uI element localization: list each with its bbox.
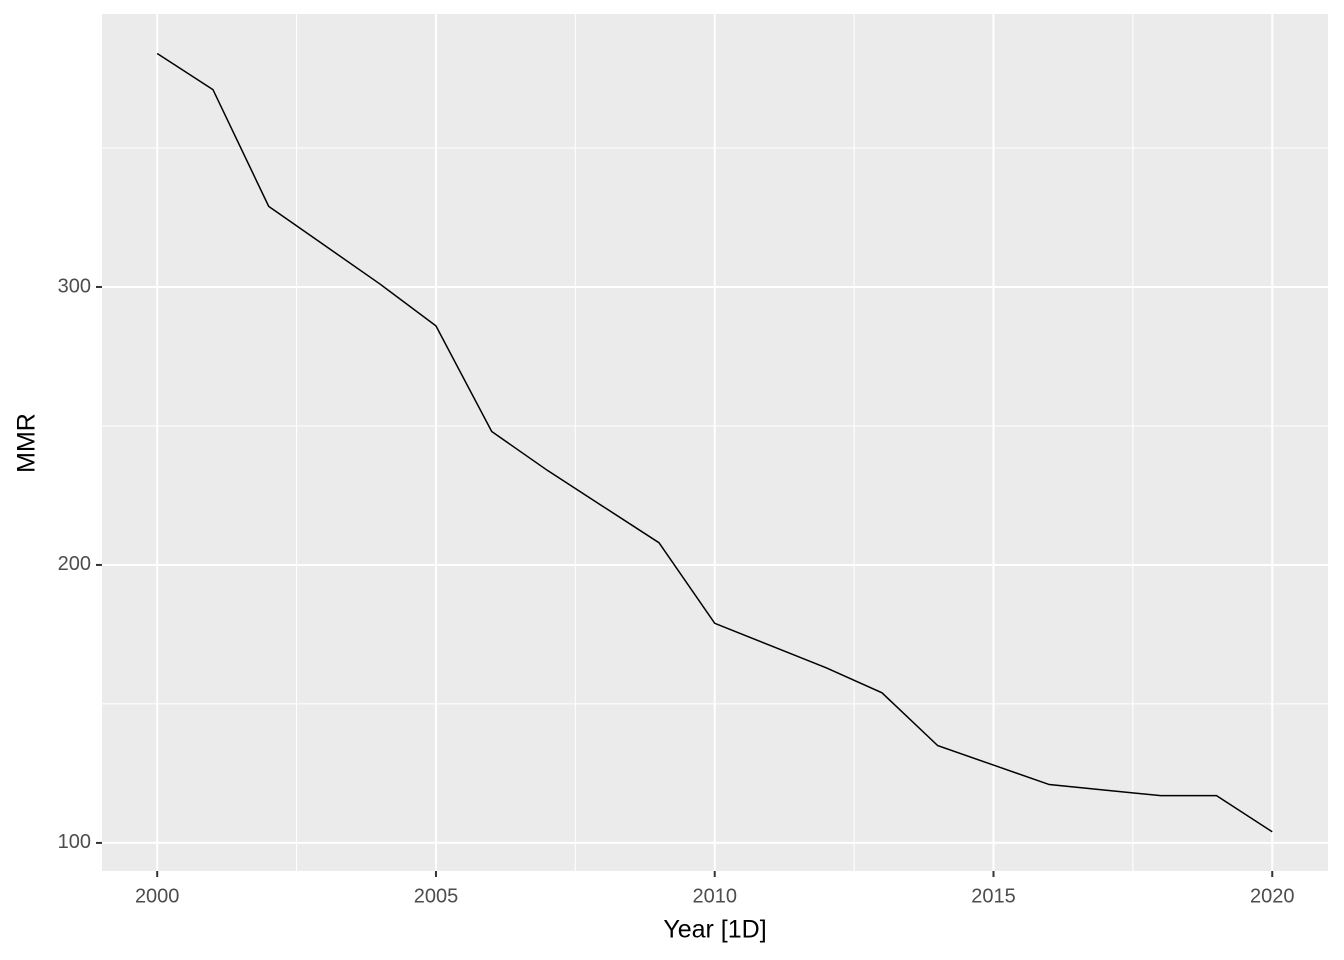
x-tick-label: 2010: [692, 885, 737, 907]
line: [156, 52, 1273, 833]
y-tick-label: 200: [58, 553, 91, 575]
y-axis-title: MMR: [13, 413, 41, 473]
x-axis-title: Year [1D]: [663, 916, 766, 944]
x-tick-label: 2015: [971, 885, 1016, 907]
x-tick-label: 2005: [414, 885, 459, 907]
y-tick-label: 300: [58, 275, 91, 297]
y-tick-label: 100: [58, 831, 91, 853]
x-tick-label: 2020: [1250, 885, 1295, 907]
x-tick-label: 2000: [135, 885, 180, 907]
